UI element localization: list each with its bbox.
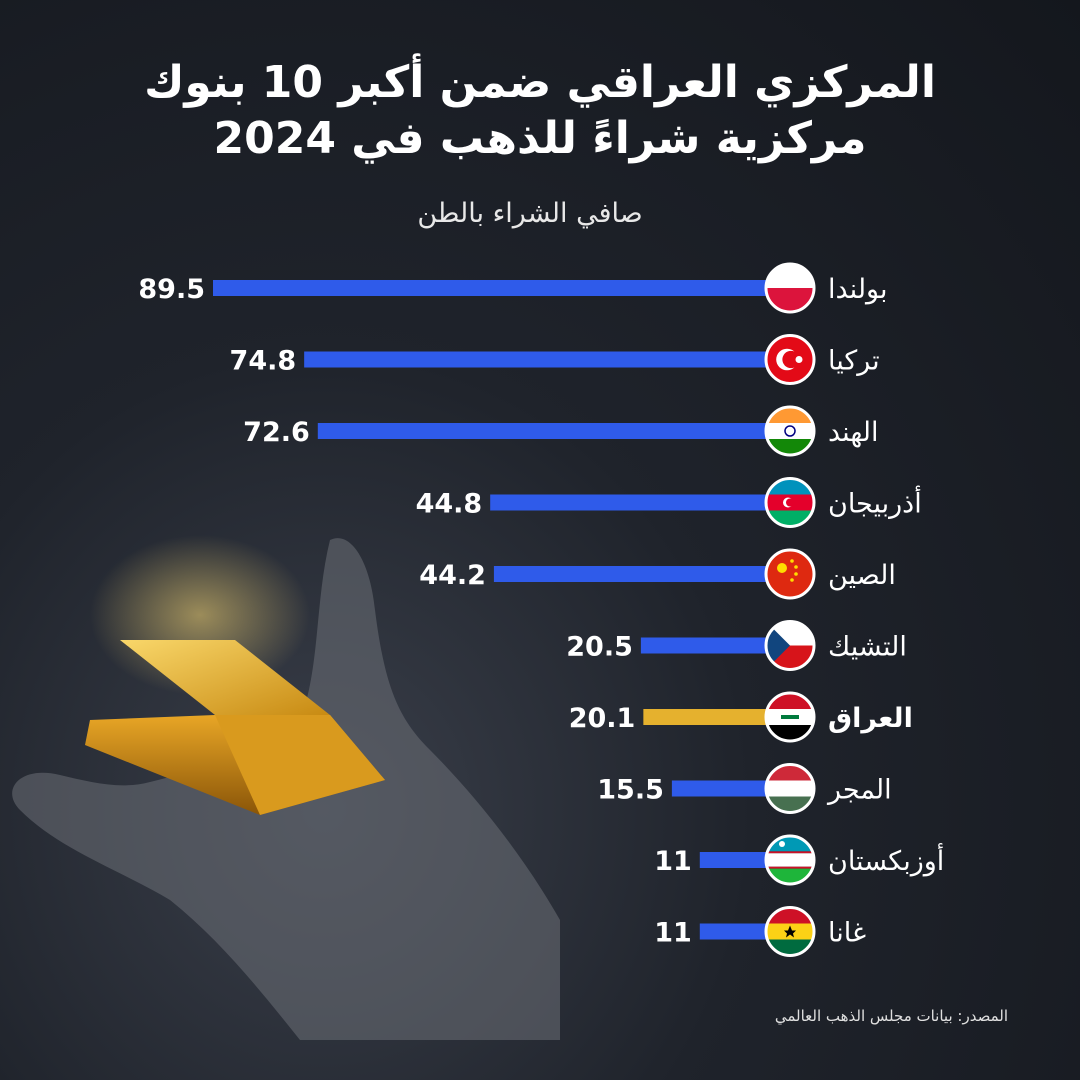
value-label: 11 bbox=[654, 918, 692, 949]
flag-small-star bbox=[794, 565, 798, 569]
bar-1 bbox=[213, 280, 768, 296]
bar-8 bbox=[671, 780, 768, 797]
title-line-2: مركزية شراءً للذهب في 2024 bbox=[213, 113, 867, 164]
value-label: 44.8 bbox=[416, 489, 483, 520]
bar-2 bbox=[304, 351, 768, 368]
title-line-1: المركزي العراقي ضمن أكبر 10 بنوك bbox=[144, 57, 936, 108]
value-label: 20.5 bbox=[566, 632, 633, 663]
flag-small-star bbox=[790, 578, 794, 582]
country-label: التشيك bbox=[828, 632, 907, 663]
flag-chakra bbox=[784, 425, 796, 437]
flag-star bbox=[795, 356, 803, 363]
country-label: بولندا bbox=[828, 274, 888, 305]
bar-10 bbox=[699, 923, 768, 940]
bar-7 bbox=[643, 709, 768, 725]
country-label: المجر bbox=[826, 775, 892, 806]
flag-border bbox=[764, 477, 816, 528]
flag-star bbox=[784, 925, 796, 938]
flag-stripe bbox=[766, 851, 814, 854]
flag-border bbox=[764, 763, 816, 814]
country-label: تركيا bbox=[828, 346, 880, 377]
flag-small-star bbox=[794, 572, 798, 576]
flag-border bbox=[764, 405, 816, 457]
flag-border bbox=[764, 906, 816, 957]
flag-stripe bbox=[766, 423, 814, 439]
value-label: 20.1 bbox=[569, 703, 636, 734]
value-label: 11 bbox=[654, 846, 692, 877]
flag-small-star bbox=[790, 559, 794, 563]
bar-9 bbox=[699, 852, 768, 868]
flag-stripe bbox=[766, 780, 814, 797]
flag-triangle bbox=[766, 621, 790, 670]
chart-subtitle: صافي الشراء بالطن bbox=[417, 198, 643, 229]
flag-border bbox=[764, 548, 816, 600]
value-label: 74.8 bbox=[230, 346, 297, 377]
bar-5 bbox=[493, 566, 768, 582]
value-label: 44.2 bbox=[419, 560, 486, 591]
flag-stripe bbox=[766, 853, 814, 867]
country-label: أذربيجان bbox=[828, 485, 922, 520]
bar-3 bbox=[317, 423, 768, 439]
value-label: 72.6 bbox=[243, 417, 310, 448]
country-label: الصين bbox=[828, 560, 896, 591]
flag-crescent-cut bbox=[786, 498, 794, 507]
flag-border bbox=[764, 620, 816, 671]
flag-stripe bbox=[766, 288, 814, 312]
chart-title: المركزي العراقي ضمن أكبر 10 بنوك مركزية … bbox=[0, 55, 1080, 167]
flag-border bbox=[764, 691, 816, 743]
flag-border bbox=[764, 334, 816, 385]
flag-crescent-cut bbox=[782, 350, 800, 369]
flag-stripe bbox=[766, 866, 814, 869]
flag-star bbox=[777, 563, 787, 573]
flag-stripe bbox=[766, 264, 814, 288]
country-label: غانا bbox=[828, 918, 866, 949]
country-label: أوزبكستان bbox=[828, 842, 944, 877]
bar-6 bbox=[640, 637, 768, 654]
flag-border bbox=[764, 834, 816, 886]
flag-border bbox=[764, 262, 816, 314]
source-note: المصدر: بيانات مجلس الذهب العالمي bbox=[774, 1007, 1008, 1025]
country-label: الهند bbox=[828, 417, 879, 448]
country-label: العراق bbox=[828, 703, 913, 734]
flag-crescent bbox=[779, 841, 785, 847]
gold-bar-hand-illustration bbox=[12, 535, 560, 1040]
value-label: 89.5 bbox=[138, 274, 205, 305]
flag-script bbox=[781, 715, 799, 719]
value-label: 15.5 bbox=[597, 775, 664, 806]
bar-4 bbox=[490, 494, 768, 511]
